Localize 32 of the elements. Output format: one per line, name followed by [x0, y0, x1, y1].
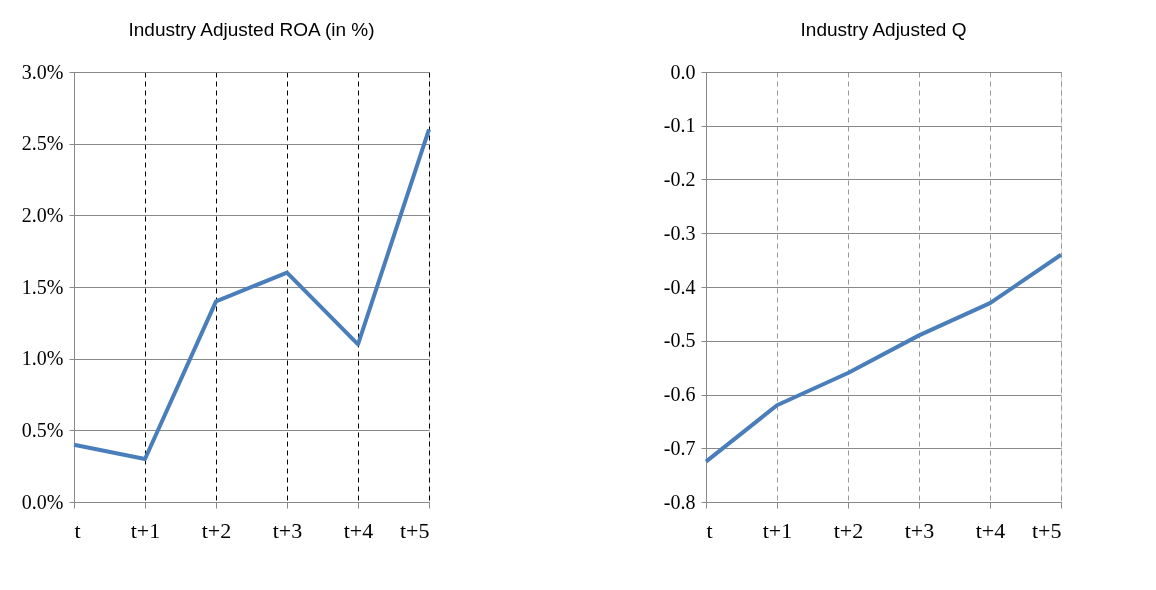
y-tick-label: -0.5	[663, 329, 696, 352]
x-tick-label: t+4	[975, 517, 1006, 543]
y-tick-label: -0.6	[663, 383, 696, 405]
x-tick-label: t+5	[1031, 517, 1062, 543]
x-tick-label: t+1	[762, 517, 793, 543]
x-tick-label: t	[706, 517, 713, 543]
x-tick-label: t+3	[904, 517, 935, 543]
x-tick-label: t+5	[399, 517, 430, 543]
y-tick-label: 3.0%	[21, 60, 64, 83]
x-tick-label: t+3	[272, 517, 303, 543]
y-tick-label: 0.0	[670, 60, 696, 83]
y-tick-label: 2.5%	[21, 132, 64, 155]
chart-title: Industry Adjusted ROA (in %)	[128, 19, 375, 40]
y-tick-label: -0.1	[663, 114, 696, 137]
line-series	[704, 252, 1063, 464]
y-tick-label: -0.7	[663, 436, 696, 459]
y-tick-label: -0.3	[663, 221, 696, 244]
x-tick-label: t+2	[833, 517, 864, 543]
y-tick-label: 1.5%	[21, 275, 64, 298]
y-tick-label: -0.4	[663, 275, 696, 298]
y-tick-label: 2.0%	[21, 203, 64, 226]
x-tick-label: t+1	[130, 517, 161, 543]
y-tick-label: 0.0%	[21, 490, 64, 513]
y-tick-label: -0.8	[663, 490, 696, 513]
x-tick-label: t	[74, 517, 81, 543]
y-tick-label: 1.0%	[21, 347, 64, 370]
chart-title: Industry Adjusted Q	[800, 19, 967, 40]
x-tick-label: t+4	[343, 517, 374, 543]
y-tick-label: -0.2	[663, 168, 696, 190]
x-tick-label: t+2	[201, 517, 232, 543]
line-series	[72, 127, 431, 461]
y-tick-label: 0.5%	[21, 418, 64, 441]
